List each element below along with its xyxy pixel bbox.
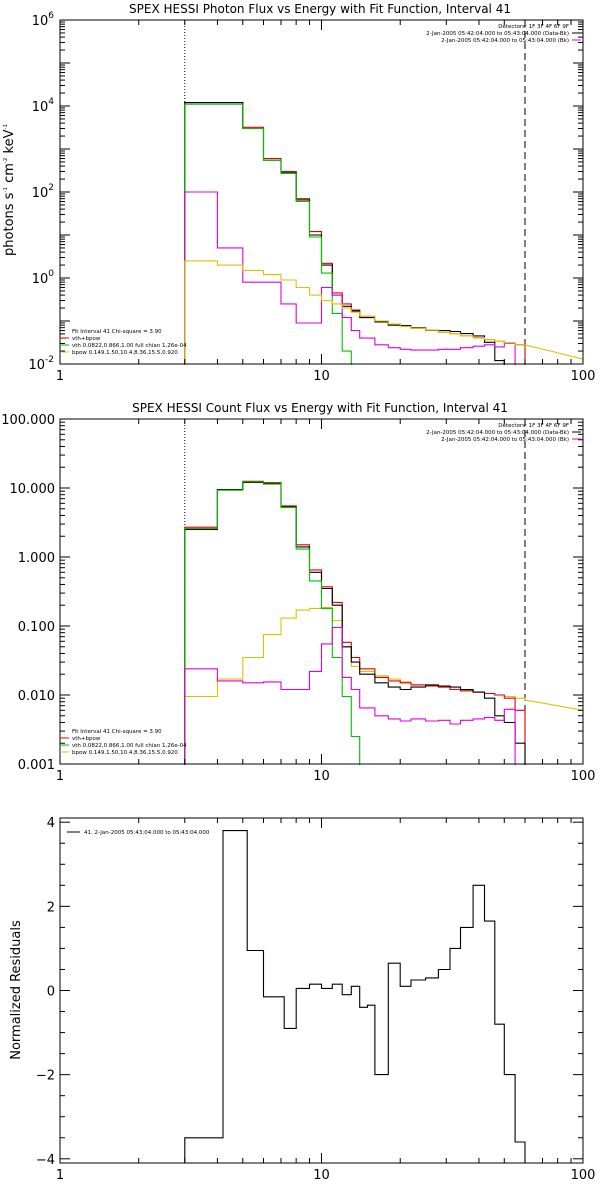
series-bk — [184, 626, 516, 765]
y-tick-label: 0 — [47, 985, 55, 1000]
photon-flux-legends: Detectors: 1F 3F 4F 6F 9F2-Jan-2005 05:4… — [60, 24, 581, 356]
legend-entry: vth+bpow — [72, 336, 101, 342]
legend-entry: 2-Jan-2005 05:42:04.000 to 05:43:04.000 … — [426, 31, 569, 37]
residuals-series — [184, 830, 526, 1163]
count-flux-legends: Detectors: 1F 3F 4F 6F 9F2-Jan-2005 05:4… — [60, 423, 581, 756]
y-tick-label: 0.010 — [18, 689, 55, 704]
photon-flux-title: SPEX HESSI Photon Flux vs Energy with Fi… — [129, 2, 511, 16]
ylabel-part-1: photons s — [2, 192, 17, 256]
y-tick-label: 104 — [32, 97, 55, 115]
y-tick-label: 4 — [47, 816, 55, 831]
residuals-ylabel: Normalized Residuals — [9, 920, 24, 1060]
legend-entry: Fit Interval 41 Chi-square = 3.90 — [72, 329, 162, 335]
photon-flux-series — [184, 20, 583, 365]
x-tick-label: 10 — [313, 369, 330, 384]
ylabel-part-3: keV — [2, 129, 17, 157]
residuals-axes: 1 10 100 −4 −2 0 2 4 — [36, 816, 596, 1183]
y-tick-label: 100.000 — [1, 413, 55, 428]
x-tick-label: 1 — [56, 1168, 64, 1183]
legend-entry: bpow 0.149,1.50,10.4,8.36,15.5,0.920 — [72, 350, 178, 356]
y-tick-label: 10.000 — [10, 482, 56, 497]
legend-entry: 2-Jan-2005 05:42:04.000 to 05:43:04.000 … — [441, 437, 569, 443]
residuals-panel: Normalized Residuals 1 10 100 −4 −2 0 2 4 41. 2… — [9, 816, 595, 1183]
series-bpow — [184, 260, 583, 365]
series-vth — [184, 103, 352, 365]
plot-frame — [59, 817, 584, 1164]
legend-entry: Fit Interval 41 Chi-square = 3.90 — [72, 729, 162, 735]
y-tick-label: 102 — [32, 183, 54, 201]
y-tick-label: 2 — [47, 900, 55, 915]
x-tick-label: 1 — [56, 369, 64, 384]
x-tick-label: 100 — [571, 369, 596, 384]
series-total — [184, 102, 505, 365]
ylabel-exp-1: -1 — [3, 187, 9, 192]
svg-text:photons s-1 cm-2 keV-1: photons s-1 cm-2 keV-1 — [2, 124, 17, 256]
ylabel-part-2: cm — [2, 163, 17, 187]
photon-flux-panel: SPEX HESSI Photon Flux vs Energy with Fi… — [2, 2, 595, 384]
legend-entry: vth 0.0822,0.866,1.00 full chian 1.26e-0… — [72, 343, 187, 349]
ylabel-exp-2: -2 — [3, 158, 9, 163]
legend-entry: vth+bpow — [72, 736, 101, 742]
series-model_sum — [184, 480, 526, 765]
legend-entry: Detectors: 1F 3F 4F 6F 9F — [498, 423, 569, 429]
series-total — [184, 481, 526, 765]
photon-flux-axes: 1 10 100 10-2 100 102 104 106 — [28, 11, 595, 384]
count-flux-axes: 1 10 100 0.001 0.010 0.100 1.000 10.000 100.000 — [1, 413, 595, 784]
series-total — [184, 830, 526, 1163]
legend-entry: bpow 0.149,1.50,10.4,8.36,15.5,0.920 — [72, 750, 178, 756]
legend-entry: 41. 2-Jan-2005 05:43:04.000 to 05:43:04.… — [84, 830, 210, 836]
y-tick-label: 0.001 — [18, 758, 55, 773]
x-tick-label: 1 — [56, 769, 64, 784]
y-tick-label: 10-2 — [28, 355, 54, 373]
legend-entry: vth 0.0822,0.866,1.00 full chian 1.26e-0… — [72, 743, 187, 749]
x-tick-label: 100 — [571, 769, 596, 784]
series-vth — [184, 481, 361, 765]
x-tick-label: 10 — [313, 1168, 330, 1183]
y-tick-label: −2 — [36, 1069, 55, 1084]
legend-entry: Detectors: 1F 3F 4F 6F 9F — [498, 24, 569, 30]
y-tick-label: −4 — [36, 1153, 55, 1168]
x-tick-label: 100 — [571, 1168, 596, 1183]
y-tick-label: 0.100 — [18, 620, 55, 635]
series-model_sum — [184, 102, 526, 365]
photon-flux-ylabel: photons s-1 cm-2 keV-1 — [2, 124, 17, 256]
y-tick-label: 106 — [32, 11, 55, 29]
legend-entry: 2-Jan-2005 05:42:04.000 to 05:43:04.000 … — [441, 38, 569, 44]
x-tick-label: 10 — [313, 769, 330, 784]
y-tick-label: 100 — [32, 269, 55, 287]
y-tick-label: 1.000 — [18, 551, 55, 566]
count-flux-series — [184, 419, 583, 765]
legend-entry: 2-Jan-2005 05:42:04.000 to 05:43:04.000 … — [426, 430, 569, 436]
count-flux-title: SPEX HESSI Count Flux vs Energy with Fit… — [132, 401, 508, 415]
residuals-legends: 41. 2-Jan-2005 05:43:04.000 to 05:43:04.… — [67, 830, 210, 836]
series-bk — [184, 191, 516, 365]
ylabel-exp-3: -1 — [3, 124, 9, 129]
count-flux-panel: SPEX HESSI Count Flux vs Energy with Fit… — [1, 401, 595, 784]
series-bpow — [184, 607, 583, 765]
